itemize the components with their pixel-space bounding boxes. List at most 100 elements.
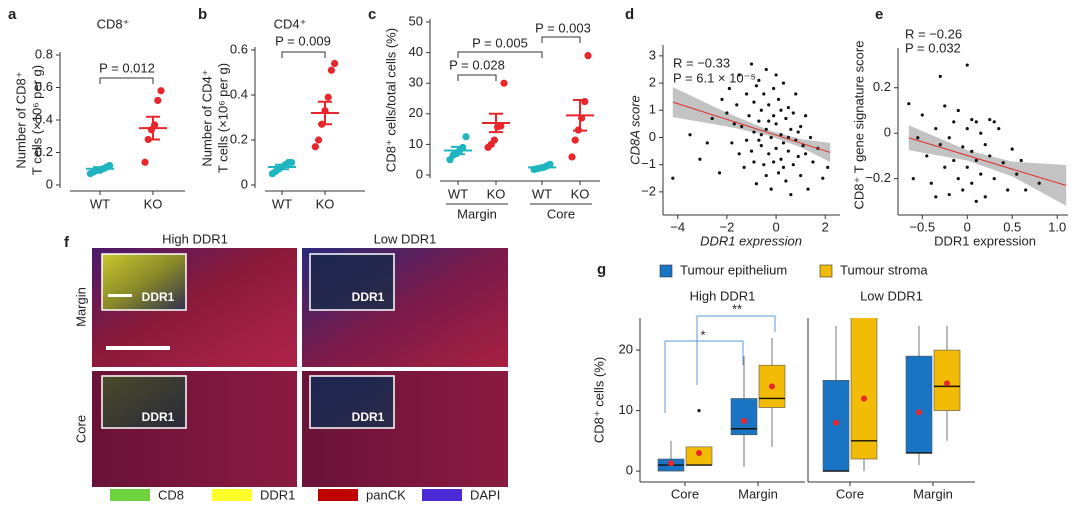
data-point [311, 143, 319, 151]
data-point [767, 103, 771, 107]
data-point [938, 142, 942, 147]
x-tick-label: KO [487, 186, 506, 201]
data-point [1019, 158, 1023, 163]
x-axis-label: DDR1 expression [700, 233, 802, 248]
data-point [965, 165, 969, 169]
data-point [916, 136, 920, 140]
y-tick-label: 0.6 [35, 79, 53, 94]
x-tick-label: Margin [913, 486, 953, 501]
data-point [732, 122, 736, 126]
data-point [791, 163, 795, 167]
plot-area [657, 318, 961, 472]
annotation: P = 0.003 [535, 20, 591, 35]
error-bar [573, 99, 587, 132]
data-point [794, 92, 798, 96]
data-point [1037, 181, 1041, 185]
x-tick-label: −2 [720, 219, 735, 234]
data-point [749, 149, 754, 153]
panel-label: f [64, 234, 70, 251]
data-point [671, 176, 675, 180]
data-point [947, 192, 951, 197]
data-point [315, 136, 323, 144]
data-point [784, 116, 788, 121]
data-point [938, 74, 942, 79]
mean-point [769, 383, 775, 390]
panel-label: a [8, 6, 17, 23]
data-point [781, 165, 786, 169]
data-point [497, 122, 505, 130]
data-point [742, 165, 746, 169]
inset [101, 253, 187, 311]
annotation: P = 0.009 [275, 33, 331, 48]
y-tick-label: 0.2 [35, 144, 53, 159]
y-axis-label: CD8⁺ cells/total cells (%) [383, 28, 398, 172]
data-point [786, 135, 790, 140]
data-point [781, 141, 786, 145]
legend-swatch [318, 489, 358, 501]
box [905, 355, 933, 454]
y-tick-label: −1 [641, 156, 656, 171]
x-tick-label: Core [671, 486, 699, 501]
annotation: R = −0.33 [673, 55, 730, 70]
data-point [992, 177, 996, 181]
data-point [970, 149, 974, 153]
data-point [974, 199, 978, 203]
mean-point [696, 449, 702, 456]
data-point [974, 120, 978, 124]
chart-title: CD4⁺ [274, 16, 307, 31]
mean-point [668, 460, 674, 467]
data-point [970, 181, 974, 185]
scale-bar [108, 294, 132, 297]
data-point [784, 179, 788, 183]
y-tick-label: 0 [416, 166, 423, 181]
data-point [759, 144, 763, 148]
annotation: P = 6.1 × 10⁻⁵ [673, 70, 756, 85]
data-point [331, 59, 339, 68]
data-point [754, 182, 759, 186]
confidence-band [672, 87, 831, 162]
data-point [983, 195, 987, 199]
panel-label: c [368, 6, 376, 23]
panel-label: e [875, 6, 883, 23]
x-tick-label: −0.5 [909, 219, 935, 234]
data-point [710, 116, 714, 121]
legend-label: DAPI [470, 487, 500, 502]
data-point [757, 119, 761, 123]
data-point [759, 133, 763, 137]
confidence-band [908, 125, 1067, 206]
error-bar [535, 165, 549, 170]
data-point [1010, 147, 1014, 151]
data-point [141, 158, 149, 166]
data-point [1024, 188, 1028, 192]
group-label: Margin [457, 206, 497, 221]
box [850, 318, 878, 460]
data-point [961, 188, 965, 192]
data-point [744, 138, 749, 142]
legend-label: DDR1 [260, 487, 295, 502]
legend-swatch [819, 264, 833, 278]
data-point [1001, 161, 1005, 165]
data-point [781, 81, 786, 85]
bracket [457, 74, 497, 81]
data-point [779, 157, 783, 161]
data-point [157, 87, 165, 95]
x-tick-label: WT [532, 186, 552, 201]
legend-label: panCK [366, 487, 406, 502]
x-axis-label: DDR1 expression [934, 233, 1036, 248]
panel-label: d [625, 6, 634, 23]
y-tick-label: 0.2 [230, 131, 248, 146]
data-point [720, 97, 724, 101]
data-point [762, 92, 766, 96]
bracket [541, 36, 581, 43]
data-point [571, 136, 579, 144]
data-point [774, 73, 778, 77]
data-point [988, 154, 992, 158]
data-point [754, 84, 759, 88]
error-bar [489, 112, 503, 134]
inset [309, 253, 395, 311]
group-label: Core [547, 206, 575, 221]
data-point [1006, 188, 1010, 192]
y-axis-label: CD8⁺ T gene signature score [851, 41, 866, 210]
data-point [462, 133, 470, 141]
data-point [821, 176, 825, 180]
